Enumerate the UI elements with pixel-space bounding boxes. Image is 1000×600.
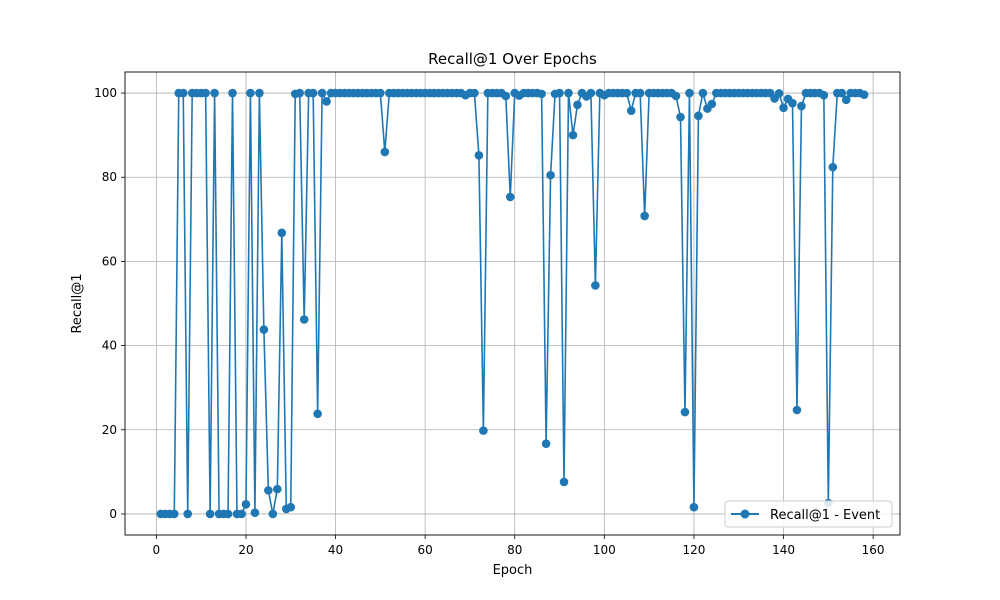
- y-tick-label: 100: [94, 86, 117, 100]
- legend-entry-label: Recall@1 - Event: [770, 508, 880, 523]
- data-point: [286, 502, 296, 512]
- x-tick-label: 40: [328, 543, 343, 557]
- data-point: [694, 111, 703, 121]
- legend: Recall@1 - Event: [724, 500, 893, 528]
- data-point: [501, 91, 511, 101]
- data-point: [246, 88, 255, 98]
- data-point: [479, 426, 488, 435]
- data-point: [671, 91, 681, 101]
- data-point: [537, 89, 546, 99]
- plot-area-frame: [124, 71, 901, 536]
- data-point: [680, 407, 690, 417]
- data-point: [474, 151, 484, 160]
- data-point: [707, 99, 717, 109]
- data-point: [205, 509, 215, 519]
- y-tick-label: 60: [102, 254, 117, 268]
- y-tick-label: 80: [102, 170, 117, 184]
- data-point: [685, 88, 694, 98]
- data-point: [313, 409, 322, 419]
- data-point: [277, 228, 287, 238]
- data-point: [841, 95, 851, 105]
- data-point: [178, 88, 188, 98]
- data-point: [837, 88, 847, 98]
- x-tick-label: 120: [682, 543, 705, 557]
- y-axis-ticks: 0 20 40 60 80 100: [94, 86, 125, 521]
- data-point: [676, 112, 685, 122]
- legend-frame: [724, 500, 893, 528]
- x-tick-label: 20: [238, 543, 253, 557]
- data-point: [559, 477, 569, 487]
- data-point: [210, 88, 219, 98]
- x-tick-label: 60: [418, 543, 433, 557]
- data-point: [241, 499, 251, 509]
- data-point: [640, 211, 649, 221]
- data-point: [546, 170, 555, 180]
- data-point: [555, 88, 564, 98]
- data-point: [380, 147, 390, 157]
- data-point: [223, 509, 233, 519]
- data-point: [505, 192, 515, 202]
- data-point: [183, 509, 193, 519]
- data-point: [568, 130, 578, 140]
- data-point: [322, 97, 331, 106]
- data-point: [376, 88, 385, 98]
- x-tick-label: 160: [862, 543, 885, 557]
- x-tick-label: 80: [507, 543, 522, 557]
- data-point: [255, 88, 264, 98]
- data-point: [308, 88, 318, 98]
- data-point: [201, 88, 210, 98]
- data-point: [250, 508, 260, 517]
- data-point: [268, 509, 278, 519]
- y-tick-label: 40: [102, 339, 117, 353]
- data-point: [317, 88, 327, 98]
- data-point: [564, 88, 573, 98]
- data-point: [788, 98, 797, 108]
- x-tick-label: 140: [772, 543, 795, 557]
- data-point: [470, 88, 479, 98]
- data-point: [819, 90, 829, 100]
- data-point: [259, 325, 269, 334]
- x-axis-ticks: 0 20 40 60 80 100 120 140 160: [153, 535, 885, 557]
- data-point: [698, 88, 708, 98]
- data-point: [774, 89, 784, 98]
- data-point: [828, 162, 838, 172]
- data-point: [622, 88, 632, 98]
- data-point: [779, 103, 788, 113]
- y-tick-label: 0: [109, 507, 117, 521]
- data-point: [573, 100, 582, 110]
- data-point: [169, 509, 179, 519]
- data-point: [264, 486, 273, 495]
- data-point: [228, 88, 237, 98]
- data-point: [626, 106, 636, 116]
- data-point: [541, 439, 551, 448]
- data-point: [586, 88, 596, 98]
- data-point: [689, 502, 699, 512]
- data-point: [797, 101, 806, 111]
- x-tick-label: 0: [153, 543, 161, 557]
- x-axis-label: Epoch: [493, 563, 533, 578]
- y-axis-label: Recall@1: [70, 273, 85, 333]
- chart-title: Recall@1 Over Epochs: [428, 50, 597, 68]
- x-tick-label: 100: [593, 543, 616, 557]
- series-layer: [156, 88, 869, 519]
- data-point: [792, 405, 802, 415]
- legend-marker-icon: [740, 509, 750, 519]
- data-point: [635, 88, 645, 98]
- data-point: [859, 90, 869, 100]
- data-point: [273, 484, 282, 494]
- data-point: [295, 88, 305, 98]
- data-point: [237, 509, 246, 519]
- data-point: [591, 281, 600, 290]
- y-tick-label: 20: [102, 423, 117, 437]
- data-point: [299, 315, 309, 324]
